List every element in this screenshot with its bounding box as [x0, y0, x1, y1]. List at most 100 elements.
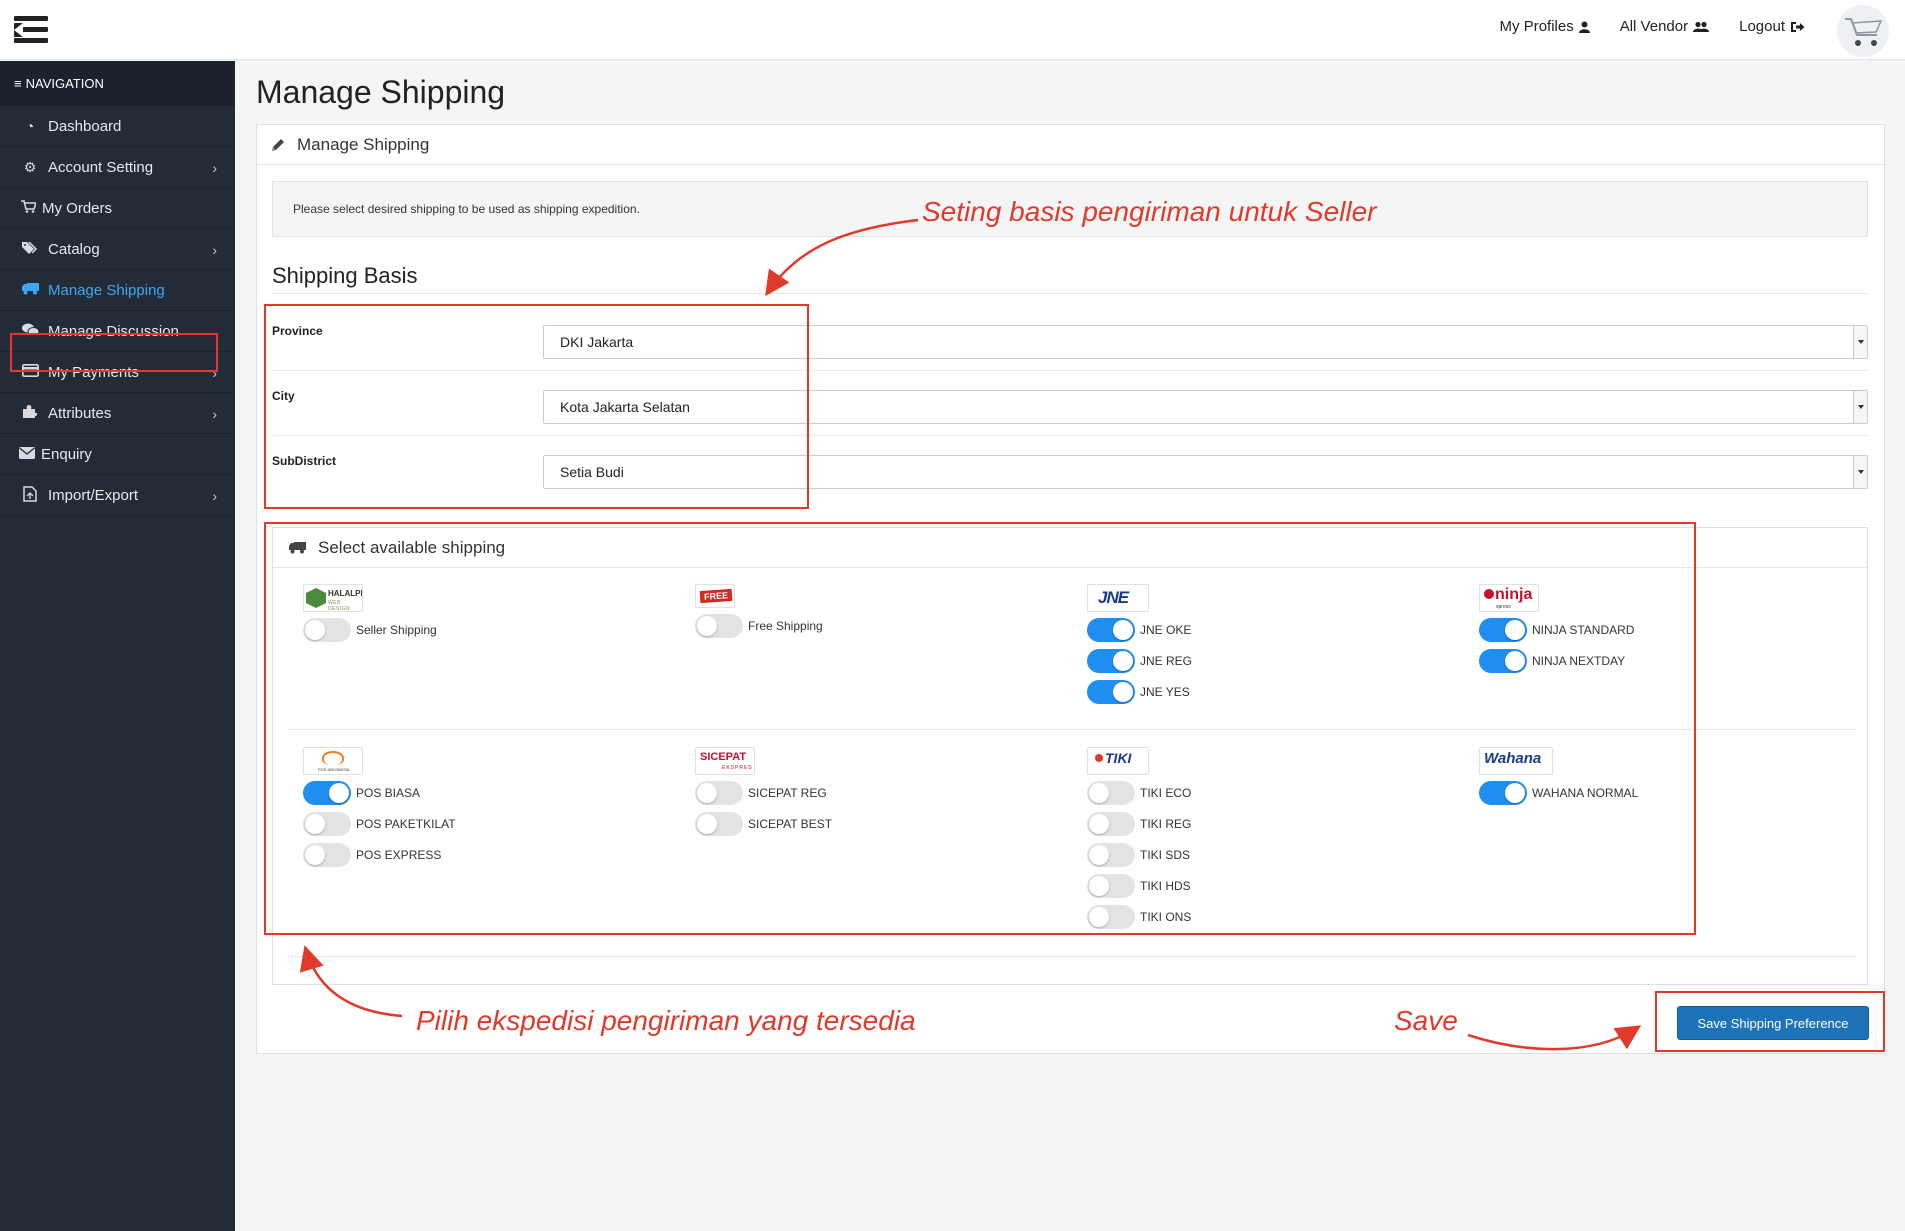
shipping-option[interactable]: JNE YES — [1087, 676, 1467, 707]
province-value: DKI Jakarta — [560, 334, 634, 350]
all-vendor-label: All Vendor — [1619, 18, 1689, 35]
shipping-option[interactable]: JNE OKE — [1087, 614, 1467, 645]
carrier-sicepat: SICEPAT EKSPRES SICEPAT REG SICEPAT BEST — [695, 747, 1075, 839]
option-label: NINJA NEXTDAY — [1532, 653, 1626, 668]
sidebar-item-label: Enquiry — [41, 445, 92, 463]
dropdown-caret-icon — [1853, 391, 1867, 423]
wahana-logo-text: Wahana — [1484, 750, 1542, 767]
dropdown-caret-icon — [1853, 326, 1867, 358]
shipping-option[interactable]: TIKI SDS — [1087, 839, 1467, 870]
logout-label: Logout — [1739, 18, 1785, 35]
toggle-switch[interactable] — [303, 842, 351, 867]
gear-icon: ⚙ — [23, 158, 37, 175]
toggle-switch[interactable] — [1087, 873, 1135, 898]
sidebar-item-catalog[interactable]: Catalog › — [0, 229, 235, 270]
subdistrict-select[interactable]: Setia Budi — [543, 455, 1868, 489]
toggle-switch[interactable] — [1087, 648, 1135, 673]
toggle-switch[interactable] — [1087, 679, 1135, 704]
sidebar-item-my-orders[interactable]: My Orders — [0, 188, 235, 229]
sidebar-item-label: Dashboard — [48, 117, 122, 135]
shipping-option[interactable]: SICEPAT BEST — [695, 808, 1075, 839]
toggle-switch[interactable] — [303, 811, 351, 836]
sidebar-item-label: My Payments — [48, 363, 139, 381]
row-divider — [288, 729, 1856, 730]
cart-icon — [20, 200, 37, 216]
province-select[interactable]: DKI Jakarta — [543, 325, 1868, 359]
ninja-logo-text: ninja — [1495, 586, 1533, 603]
subdistrict-row: SubDistrict Setia Budi — [272, 436, 1868, 501]
sidebar-item-account-setting[interactable]: ⚙ Account Setting › — [0, 147, 235, 188]
logout-link[interactable]: Logout — [1739, 18, 1805, 35]
dashboard-icon: ◔ — [25, 118, 35, 134]
all-vendor-link[interactable]: All Vendor — [1619, 18, 1710, 35]
manage-shipping-panel: Manage Shipping Please select desired sh… — [256, 124, 1885, 1054]
user-icon — [1578, 21, 1590, 33]
halalpro-logo-subtext: WEB DESIGN — [328, 600, 351, 612]
shipping-option[interactable]: NINJA STANDARD — [1479, 614, 1859, 645]
toggle-switch[interactable] — [1087, 780, 1135, 805]
sidebar-item-my-payments[interactable]: My Payments › — [0, 352, 235, 393]
navigation-header-label: NAVIGATION — [25, 76, 104, 91]
shipping-option[interactable]: TIKI ECO — [1087, 777, 1467, 808]
option-label: JNE YES — [1140, 684, 1190, 699]
shipping-option[interactable]: TIKI HDS — [1087, 870, 1467, 901]
subdistrict-value: Setia Budi — [560, 464, 624, 480]
sidebar-item-import-export[interactable]: Import/Export › — [0, 475, 235, 516]
carrier-ninja: ninja xpress NINJA STANDARD NINJA NEXTDA… — [1479, 584, 1859, 676]
wahana-logo: Wahana — [1479, 747, 1553, 775]
shipping-option[interactable]: Seller Shipping — [303, 614, 683, 645]
option-label: TIKI HDS — [1140, 878, 1191, 893]
toggle-switch[interactable] — [695, 780, 743, 805]
sidebar-item-label: My Orders — [42, 199, 113, 217]
city-value: Kota Jakarta Selatan — [560, 399, 690, 415]
shipping-option[interactable]: TIKI ONS — [1087, 901, 1467, 932]
my-profiles-link[interactable]: My Profiles — [1500, 18, 1590, 35]
jne-logo-text: JNE — [1098, 588, 1129, 607]
toggle-switch[interactable] — [1087, 811, 1135, 836]
shipping-option[interactable]: SICEPAT REG — [695, 777, 1075, 808]
toggle-switch[interactable] — [1479, 780, 1527, 805]
toggle-switch[interactable] — [1087, 842, 1135, 867]
chevron-right-icon: › — [212, 406, 217, 422]
toggle-switch[interactable] — [1087, 617, 1135, 642]
toggle-switch[interactable] — [1479, 648, 1527, 673]
shipping-option[interactable]: NINJA NEXTDAY — [1479, 645, 1859, 676]
navigation-header: ≡ NAVIGATION — [0, 61, 235, 106]
shipping-option[interactable]: TIKI REG — [1087, 808, 1467, 839]
sidebar-item-attributes[interactable]: Attributes › — [0, 393, 235, 434]
shipping-option[interactable]: JNE REG — [1087, 645, 1467, 676]
panel-header: Manage Shipping — [257, 125, 1884, 165]
toggle-switch[interactable] — [1479, 617, 1527, 642]
carrier-free: FREE Free Shipping — [695, 584, 1075, 641]
city-label: City — [272, 389, 295, 403]
sidebar-item-manage-shipping[interactable]: Manage Shipping — [0, 270, 235, 311]
shipping-option[interactable]: Free Shipping — [695, 610, 1075, 641]
chevron-right-icon: › — [212, 365, 217, 381]
my-profiles-label: My Profiles — [1499, 18, 1574, 35]
shipping-option[interactable]: POS EXPRESS — [303, 839, 683, 870]
toggle-switch[interactable] — [1087, 904, 1135, 929]
save-shipping-preference-button[interactable]: Save Shipping Preference — [1677, 1006, 1869, 1040]
ninja-logo-subtext: xpress — [1496, 604, 1511, 610]
cart-avatar[interactable] — [1837, 5, 1889, 57]
city-select[interactable]: Kota Jakarta Selatan — [543, 390, 1868, 424]
option-label: Free Shipping — [748, 618, 823, 633]
shipping-option[interactable]: POS PAKETKILAT — [303, 808, 683, 839]
tags-icon — [20, 240, 40, 258]
sidebar-item-dashboard[interactable]: ◔ Dashboard — [0, 106, 235, 147]
shipping-option[interactable]: WAHANA NORMAL — [1479, 777, 1859, 808]
chevron-right-icon: › — [212, 160, 217, 176]
bars-icon: ≡ — [14, 76, 22, 91]
toggle-switch[interactable] — [303, 780, 351, 805]
top-nav: My Profiles All Vendor Logout — [1500, 18, 1805, 35]
toggle-switch[interactable] — [695, 811, 743, 836]
toggle-switch[interactable] — [695, 613, 743, 638]
menu-toggle-icon[interactable] — [14, 16, 48, 44]
dropdown-caret-icon — [1853, 456, 1867, 488]
shipping-option[interactable]: POS BIASA — [303, 777, 683, 808]
toggle-switch[interactable] — [303, 617, 351, 642]
page-title: Manage Shipping — [256, 74, 506, 110]
sidebar-item-enquiry[interactable]: Enquiry — [0, 434, 235, 475]
available-shipping-panel: Select available shipping HALALPRO WEB D… — [272, 527, 1868, 985]
chevron-right-icon: › — [212, 488, 217, 504]
